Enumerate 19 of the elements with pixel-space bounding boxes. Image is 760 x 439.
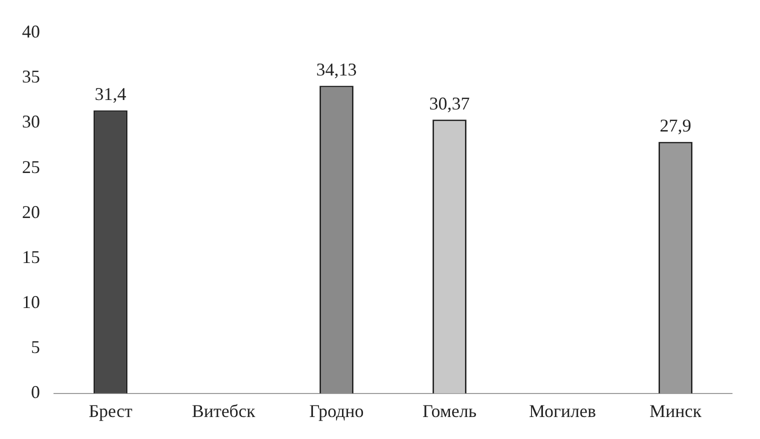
y-tick-label: 25	[22, 156, 40, 177]
x-tick-label: Гомель	[422, 400, 477, 421]
x-tick-label: Витебск	[192, 400, 256, 421]
x-tick-label: Брест	[88, 400, 132, 421]
y-tick-label: 30	[22, 112, 40, 132]
x-tick-label: Минск	[649, 400, 702, 421]
y-tick-label: 35	[22, 66, 40, 87]
y-tick-label: 40	[22, 22, 40, 42]
y-tick-label: 15	[22, 246, 40, 267]
x-tick-label: Гродно	[309, 400, 364, 421]
data-label: 31,4	[94, 84, 126, 104]
data-label: 30,37	[429, 93, 470, 114]
data-label: 27,9	[660, 116, 692, 136]
data-label: 34,13	[316, 59, 357, 80]
y-tick-label: 0	[31, 382, 40, 402]
y-tick-label: 20	[22, 202, 40, 222]
x-tick-label: Могилев	[528, 400, 596, 421]
y-tick-label: 10	[22, 292, 40, 312]
y-tick-label: 5	[31, 337, 40, 358]
